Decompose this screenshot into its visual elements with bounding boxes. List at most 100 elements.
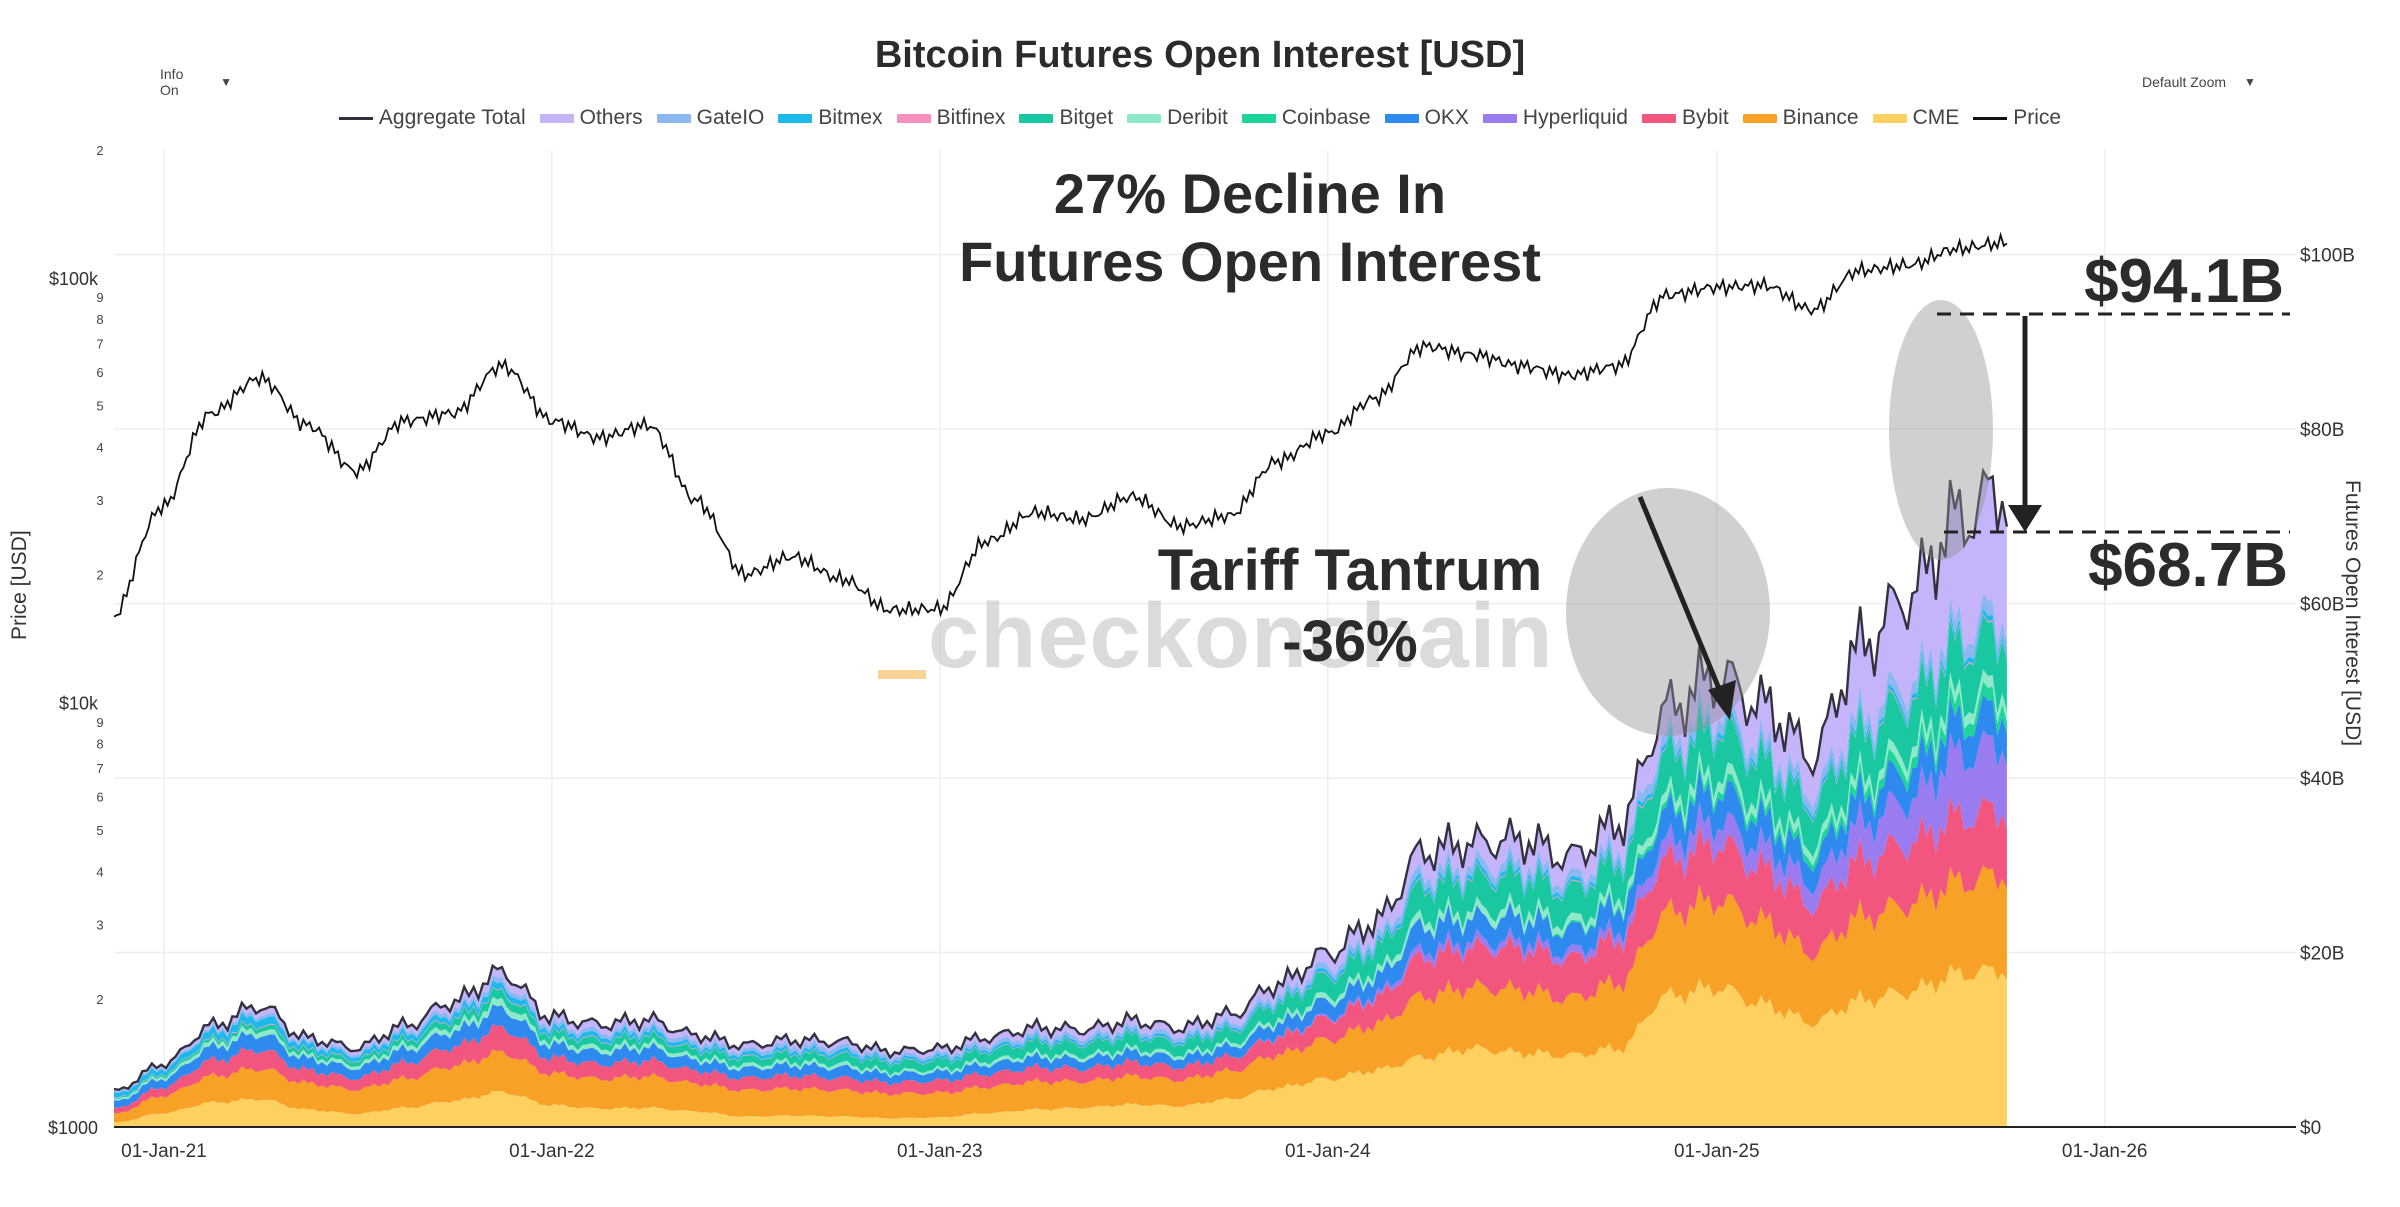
legend-item-others[interactable]: Others [539,106,643,130]
legend-swatch [778,113,813,123]
legend-swatch [1742,113,1777,123]
y-left-minor-tick: 4 [96,864,103,879]
tariff-annotation-line2: -36% [1282,608,1418,674]
y-left-minor-tick: 9 [96,290,103,305]
y-left-minor-tick: 8 [96,737,103,752]
legend-swatch [1973,116,2008,120]
y-left-minor-tick: 3 [96,917,103,932]
legend-item-price[interactable]: Price [1973,106,2061,130]
exchange-stacked-areas [114,470,2007,1127]
oi-current-label: $68.7B [2088,531,2288,600]
price-line [113,231,2008,618]
y-right-tick: $80B [2300,420,2344,441]
y-axis-left-title: Price [USD] [8,530,31,640]
legend-item-cme[interactable]: CME [1872,106,1960,130]
legend-item-coinbase[interactable]: Coinbase [1241,106,1371,130]
y-left-minor-tick: 5 [96,399,103,414]
decline-annotation-line1: 27% Decline In [1053,162,1447,225]
y-right-tick: $100B [2300,246,2355,267]
y-left-minor-tick: 3 [96,493,103,508]
legend-item-bitget[interactable]: Bitget [1019,106,1113,130]
x-tick-label: 01-Jan-21 [121,1141,207,1162]
chart-lines [113,231,2009,1092]
legend-item-okx[interactable]: OKX [1384,106,1469,130]
x-tick-label: 01-Jan-22 [509,1141,595,1162]
area-binance [114,865,2007,1123]
legend-label: CME [1912,106,1960,129]
x-tick-label: 01-Jan-23 [897,1141,983,1162]
y-left-minor-tick: 2 [96,143,103,158]
legend-swatch [1019,113,1054,123]
legend-swatch [1384,113,1419,123]
y-right-tick: $60B [2300,595,2344,616]
legend-label: Price [2013,106,2062,129]
watermark-underscore [878,670,926,679]
legend-swatch [539,113,574,123]
x-tick-label: 01-Jan-25 [1674,1141,1760,1162]
y-left-minor-tick: 5 [96,823,103,838]
peak-highlight-ellipse [1889,300,1993,560]
y-left-minor-tick: 7 [96,337,103,352]
tariff-annotation-line1: Tariff Tantrum [1157,538,1543,603]
aggregate-total-line [113,467,2009,1092]
zoom-dropdown[interactable]: Default Zoom ▼ [2128,62,2278,102]
legend-item-binance[interactable]: Binance [1742,106,1859,130]
legend-item-deribit[interactable]: Deribit [1127,106,1228,130]
info-toggle-dropdown[interactable]: Info On ▼ [146,62,246,102]
legend-item-aggregate-total[interactable]: Aggregate Total [338,106,526,130]
tariff-arrow-shaft [1637,496,1725,697]
y-left-minor-tick: 6 [96,365,103,380]
x-tick-label: 01-Jan-26 [2062,1141,2148,1162]
legend-label: Bitmex [818,106,883,129]
legend-item-hyperliquid[interactable]: Hyperliquid [1482,106,1628,130]
legend-label: Aggregate Total [378,106,526,129]
area-hyperliquid [114,729,2007,1108]
legend-item-bitmex[interactable]: Bitmex [778,106,883,130]
legend-swatch [1127,113,1162,123]
legend-swatch [656,113,691,123]
x-tick-label: 01-Jan-24 [1285,1141,1371,1162]
y-left-major-tick: $100k [49,269,99,289]
area-bitget [114,615,2007,1099]
legend-label: Binance [1782,106,1859,129]
zoom-dropdown-label: Default Zoom [2142,74,2227,90]
y-left-major-tick: $1000 [48,1118,98,1138]
legend-swatch [338,116,373,120]
info-toggle-label: Info On [160,66,184,98]
area-coinbase [114,681,2007,1101]
annotation-overlays [1566,300,2290,736]
legend-label: Coinbase [1281,106,1371,129]
y-left-minor-tick: 7 [96,761,103,776]
legend-label: OKX [1424,106,1469,129]
legend-item-bitfinex[interactable]: Bitfinex [896,106,1006,130]
y-left-major-tick: $10k [59,693,99,713]
y-left-minor-tick: 8 [96,312,103,327]
watermark: checkonchain [928,585,1554,687]
legend-label: Bybit [1681,106,1729,129]
area-deribit [114,669,2007,1101]
arrow-down-icon [1708,680,1736,720]
legend-item-bybit[interactable]: Bybit [1641,106,1729,130]
chevron-down-icon: ▼ [220,75,232,89]
chevron-down-icon: ▼ [2244,75,2256,89]
chart-axes: 01-Jan-21 01-Jan-22 01-Jan-23 01-Jan-24 01-J… [48,143,2355,1162]
decline-annotation-line2: Futures Open Interest [959,230,1541,294]
y-left-minor-tick: 2 [96,568,103,583]
legend-swatch [1482,113,1517,123]
legend-item-gateio[interactable]: GateIO [656,106,765,130]
y-left-minor-tick: 2 [96,992,103,1007]
area-bybit [114,796,2007,1114]
tariff-highlight-ellipse [1566,488,1770,736]
legend-label: Bitfinex [936,106,1006,129]
legend-swatch [1641,113,1676,123]
legend-label: Others [579,106,643,129]
legend-label: Bitget [1059,106,1114,129]
y-axis-right-title: Futures Open Interest [USD] [2341,480,2364,747]
legend-label: Hyperliquid [1522,106,1628,129]
legend-label: GateIO [696,106,765,129]
legend-swatch [1241,113,1276,123]
chart-legend: Aggregate Total Others GateIO Bitmex Bitfine… [0,106,2400,130]
y-left-minor-tick: 6 [96,790,103,805]
tariff-annotation: Tariff Tantrum -36% [1140,536,1560,678]
